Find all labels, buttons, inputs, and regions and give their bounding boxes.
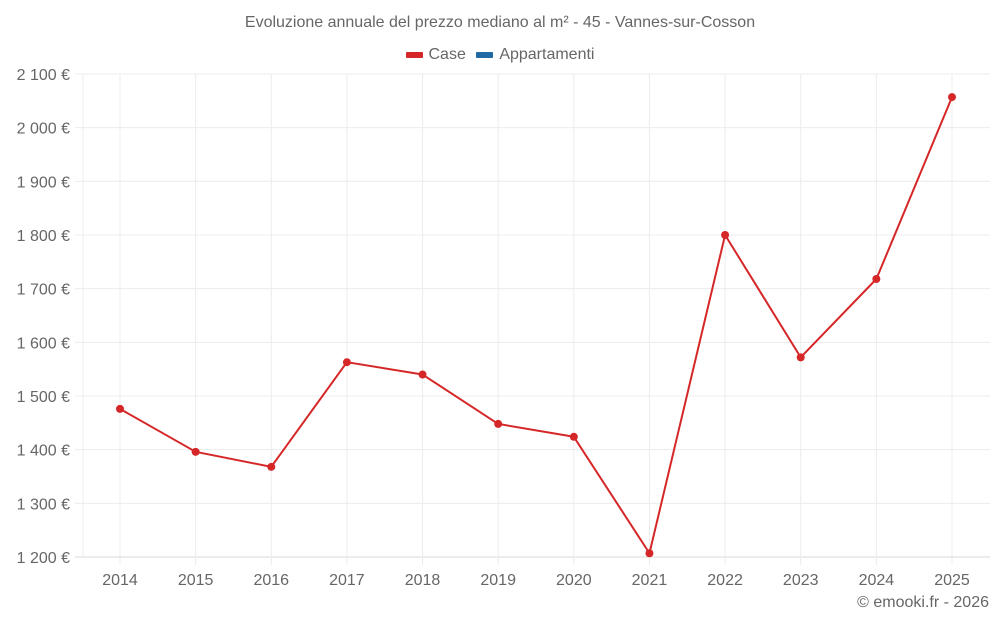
chart-title: Evoluzione annuale del prezzo mediano al… xyxy=(244,14,756,31)
y-tick-label: 1 700 € xyxy=(17,282,70,299)
x-tick-label: 2014 xyxy=(102,572,138,589)
y-tick-label: 1 500 € xyxy=(17,389,70,406)
data-point[interactable] xyxy=(645,549,654,558)
series-case xyxy=(116,93,956,558)
x-tick-label: 2019 xyxy=(480,572,516,589)
x-tick-label: 2018 xyxy=(405,572,441,589)
legend-item-appartamenti[interactable]: Appartamenti xyxy=(476,46,594,64)
data-point[interactable] xyxy=(191,447,200,456)
legend-label-case: Case xyxy=(428,46,466,63)
data-point[interactable] xyxy=(494,419,503,428)
y-tick-label: 1 200 € xyxy=(17,550,70,567)
x-tick-label: 2024 xyxy=(859,572,895,589)
data-point[interactable] xyxy=(418,370,427,379)
x-tick-label: 2025 xyxy=(934,572,970,589)
data-point[interactable] xyxy=(796,353,805,362)
legend-swatch-case xyxy=(405,52,423,58)
data-point[interactable] xyxy=(569,432,578,441)
grid xyxy=(75,73,990,565)
x-tick-label: 2021 xyxy=(632,572,668,589)
y-axis: 1 200 € 1 300 € 1 400 € 1 500 € 1 600 € 1 700… xyxy=(17,67,70,567)
credit: © emooki.fr - 2026 xyxy=(857,594,989,611)
data-point[interactable] xyxy=(872,275,881,284)
y-tick-label: 1 800 € xyxy=(17,228,70,245)
y-tick-label: 2 000 € xyxy=(17,121,70,138)
data-point[interactable] xyxy=(948,93,956,102)
y-tick-label: 2 100 € xyxy=(17,67,70,84)
x-tick-label: 2015 xyxy=(178,572,214,589)
x-tick-label: 2020 xyxy=(556,572,592,589)
x-axis: 2014 2015 2016 2017 2018 2019 2020 2021 2022 2023… xyxy=(102,572,970,589)
y-tick-label: 1 300 € xyxy=(17,496,70,513)
x-tick-label: 2023 xyxy=(783,572,819,589)
legend-swatch-appartamenti xyxy=(476,52,494,58)
y-tick-label: 1 600 € xyxy=(17,335,70,352)
legend-item-case[interactable]: Case xyxy=(405,46,466,64)
x-tick-label: 2016 xyxy=(253,572,289,589)
data-point[interactable] xyxy=(342,358,351,367)
y-tick-label: 1 400 € xyxy=(17,443,70,460)
data-point[interactable] xyxy=(267,462,276,471)
x-tick-label: 2022 xyxy=(707,572,743,589)
legend: Case Appartamenti xyxy=(0,45,1000,64)
series-line xyxy=(119,96,953,555)
data-point[interactable] xyxy=(721,231,730,239)
x-tick-label: 2017 xyxy=(329,572,365,589)
data-point[interactable] xyxy=(116,404,124,413)
y-tick-label: 1 900 € xyxy=(17,174,70,191)
legend-label-appartamenti: Appartamenti xyxy=(499,46,595,63)
